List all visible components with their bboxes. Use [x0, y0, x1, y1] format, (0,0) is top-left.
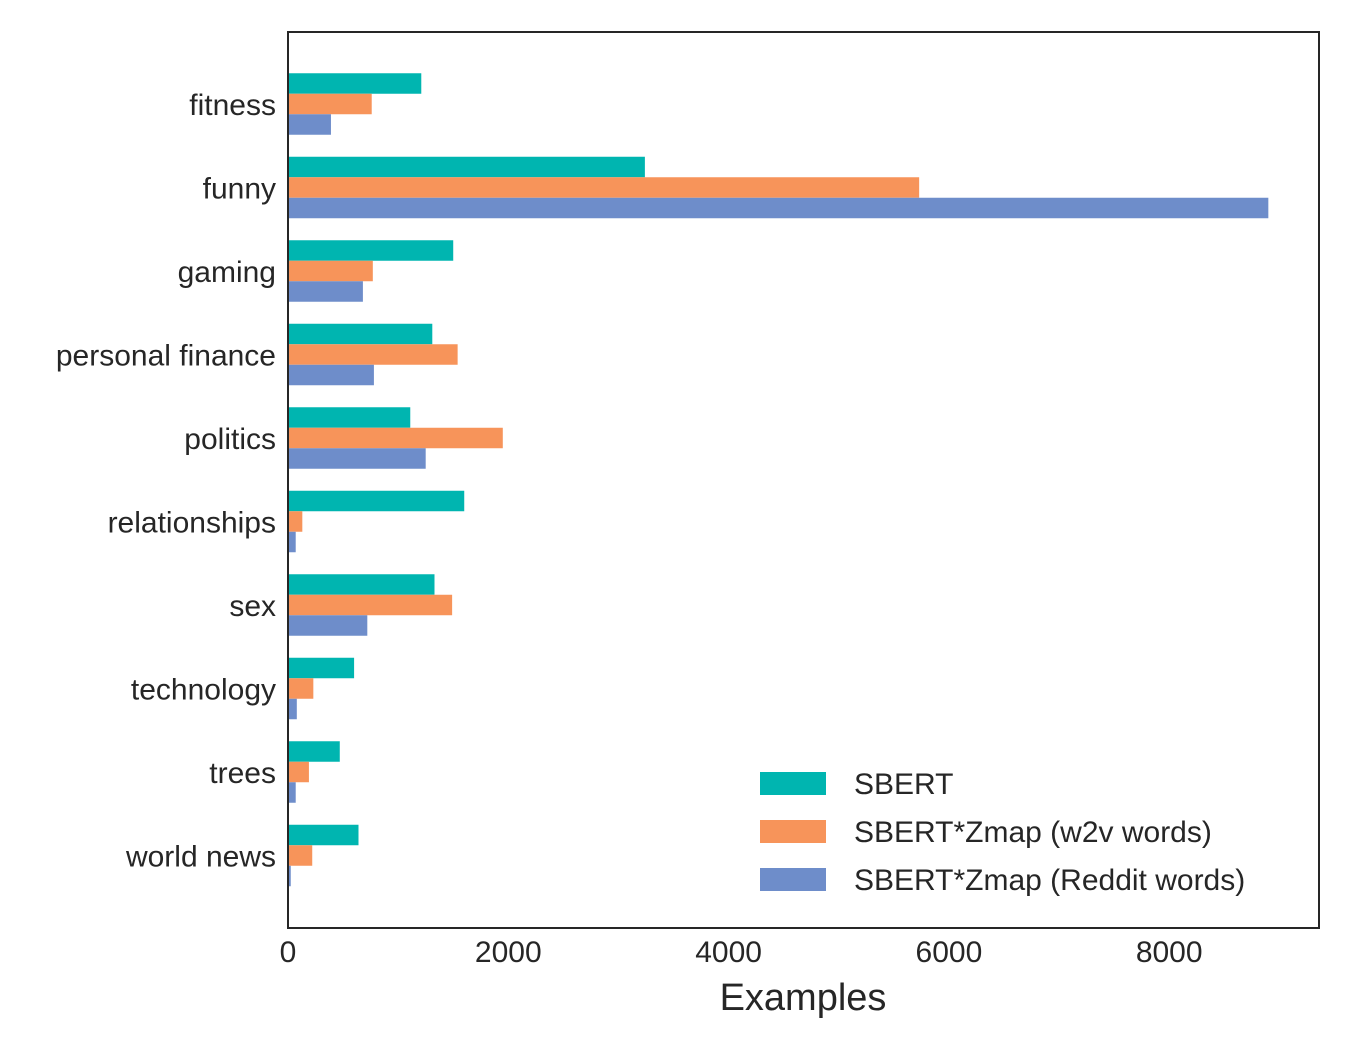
bar-trees-series-2 [288, 761, 309, 783]
bar-personal-finance-series-3 [288, 364, 374, 386]
x-tick-labels: 0 2000 4000 6000 8000 [280, 936, 1203, 969]
y-tick-labels: fitness funny gaming personal finance politi… [56, 89, 276, 874]
y-tick-label: technology [131, 674, 276, 707]
bar-world-news-series-1 [288, 824, 359, 846]
y-tick-label: world news [125, 841, 276, 874]
bar-gaming-series-2 [288, 260, 373, 282]
bar-relationships-series-1 [288, 490, 465, 512]
legend-swatch [760, 772, 826, 795]
bar-technology-series-1 [288, 657, 355, 679]
bar-world-news-series-2 [288, 845, 313, 866]
bar-gaming-series-1 [288, 240, 454, 261]
bar-technology-series-3 [288, 698, 297, 720]
bar-fitness-series-2 [288, 93, 372, 115]
y-tick-label: trees [209, 757, 276, 790]
y-tick-label: relationships [108, 507, 276, 540]
bar-sex-series-2 [288, 594, 453, 616]
legend-swatch [760, 820, 826, 843]
bar-fitness-series-3 [288, 114, 331, 135]
bar-politics-series-3 [288, 448, 426, 469]
bar-politics-series-1 [288, 407, 411, 428]
x-tick-label: 6000 [916, 936, 983, 969]
x-axis-label: Examples [720, 977, 887, 1019]
legend-label: SBERT [854, 768, 953, 801]
x-tick-label: 0 [280, 936, 297, 969]
bar-relationships-series-3 [288, 531, 296, 553]
bar-politics-series-2 [288, 427, 503, 449]
bar-fitness-series-1 [288, 73, 422, 94]
y-tick-label: funny [203, 173, 276, 206]
bar-technology-series-2 [288, 678, 314, 699]
y-tick-label: fitness [189, 89, 276, 122]
legend-swatch [760, 868, 826, 891]
y-tick-label: personal finance [56, 340, 276, 373]
bar-gaming-series-3 [288, 281, 363, 302]
bar-sex-series-3 [288, 615, 368, 636]
bar-funny-series-3 [288, 197, 1269, 219]
x-tick-label: 2000 [475, 936, 542, 969]
legend-label: SBERT*Zmap (w2v words) [854, 816, 1212, 849]
y-tick-label: sex [229, 590, 276, 623]
legend: SBERT SBERT*Zmap (w2v words) SBERT*Zmap (R… [760, 768, 1245, 897]
bar-trees-series-3 [288, 782, 296, 803]
bar-sex-series-1 [288, 574, 435, 595]
y-tick-label: gaming [178, 256, 276, 289]
bar-trees-series-1 [288, 741, 340, 762]
bar-funny-series-2 [288, 177, 920, 198]
x-tick-label: 4000 [695, 936, 762, 969]
bar-personal-finance-series-1 [288, 323, 433, 345]
x-tick-label: 8000 [1136, 936, 1203, 969]
bar-personal-finance-series-2 [288, 344, 458, 365]
legend-label: SBERT*Zmap (Reddit words) [854, 864, 1245, 897]
bar-funny-series-1 [288, 156, 645, 178]
plot-frame [287, 31, 1320, 929]
y-tick-label: politics [184, 423, 276, 456]
bar-relationships-series-2 [288, 511, 303, 532]
bar-world-news-series-3 [288, 865, 291, 887]
bars-group [288, 73, 1269, 887]
